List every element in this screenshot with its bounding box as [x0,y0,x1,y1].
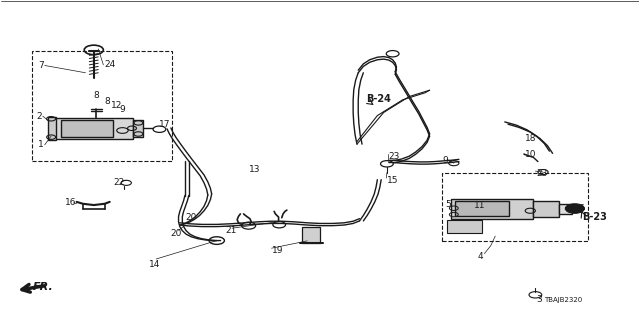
Bar [48,117,56,140]
Bar [451,199,534,219]
Text: 9: 9 [119,105,125,114]
Text: 9: 9 [442,156,448,165]
Text: 20: 20 [170,229,182,238]
Text: 16: 16 [65,198,77,207]
Text: 4: 4 [478,252,484,261]
Text: 1: 1 [38,140,44,149]
Text: 23: 23 [389,152,400,161]
Bar [302,227,320,243]
Text: 7: 7 [38,61,44,70]
Text: 19: 19 [272,246,284,255]
Circle shape [565,204,584,213]
Text: 3: 3 [537,295,543,304]
Text: B-24: B-24 [367,94,392,104]
Text: 11: 11 [474,202,486,211]
Text: 5: 5 [445,200,451,209]
Text: 2: 2 [36,112,42,121]
Text: 17: 17 [159,120,171,129]
Text: 8: 8 [104,97,110,106]
Bar [32,51,172,161]
Text: 6: 6 [579,204,584,213]
Text: 22: 22 [113,178,124,187]
Text: 18: 18 [525,134,537,143]
Bar [61,120,113,137]
Bar [455,201,509,216]
Text: 13: 13 [248,165,260,174]
Text: 10: 10 [525,150,537,159]
Bar [534,201,559,217]
Text: B-23: B-23 [582,212,607,222]
Bar [447,220,483,233]
Bar [54,118,133,140]
Text: 8: 8 [94,92,100,100]
Text: 24: 24 [104,60,116,69]
Bar [133,120,143,137]
Text: 21: 21 [226,226,237,235]
Text: TBAJB2320: TBAJB2320 [544,297,582,303]
Text: 20: 20 [185,213,196,222]
Bar [559,204,572,214]
Bar [442,173,588,241]
Text: 15: 15 [387,176,399,185]
Text: 12: 12 [111,101,122,110]
Text: FR.: FR. [33,282,54,292]
Text: 23: 23 [537,169,548,178]
Text: 14: 14 [149,260,161,268]
